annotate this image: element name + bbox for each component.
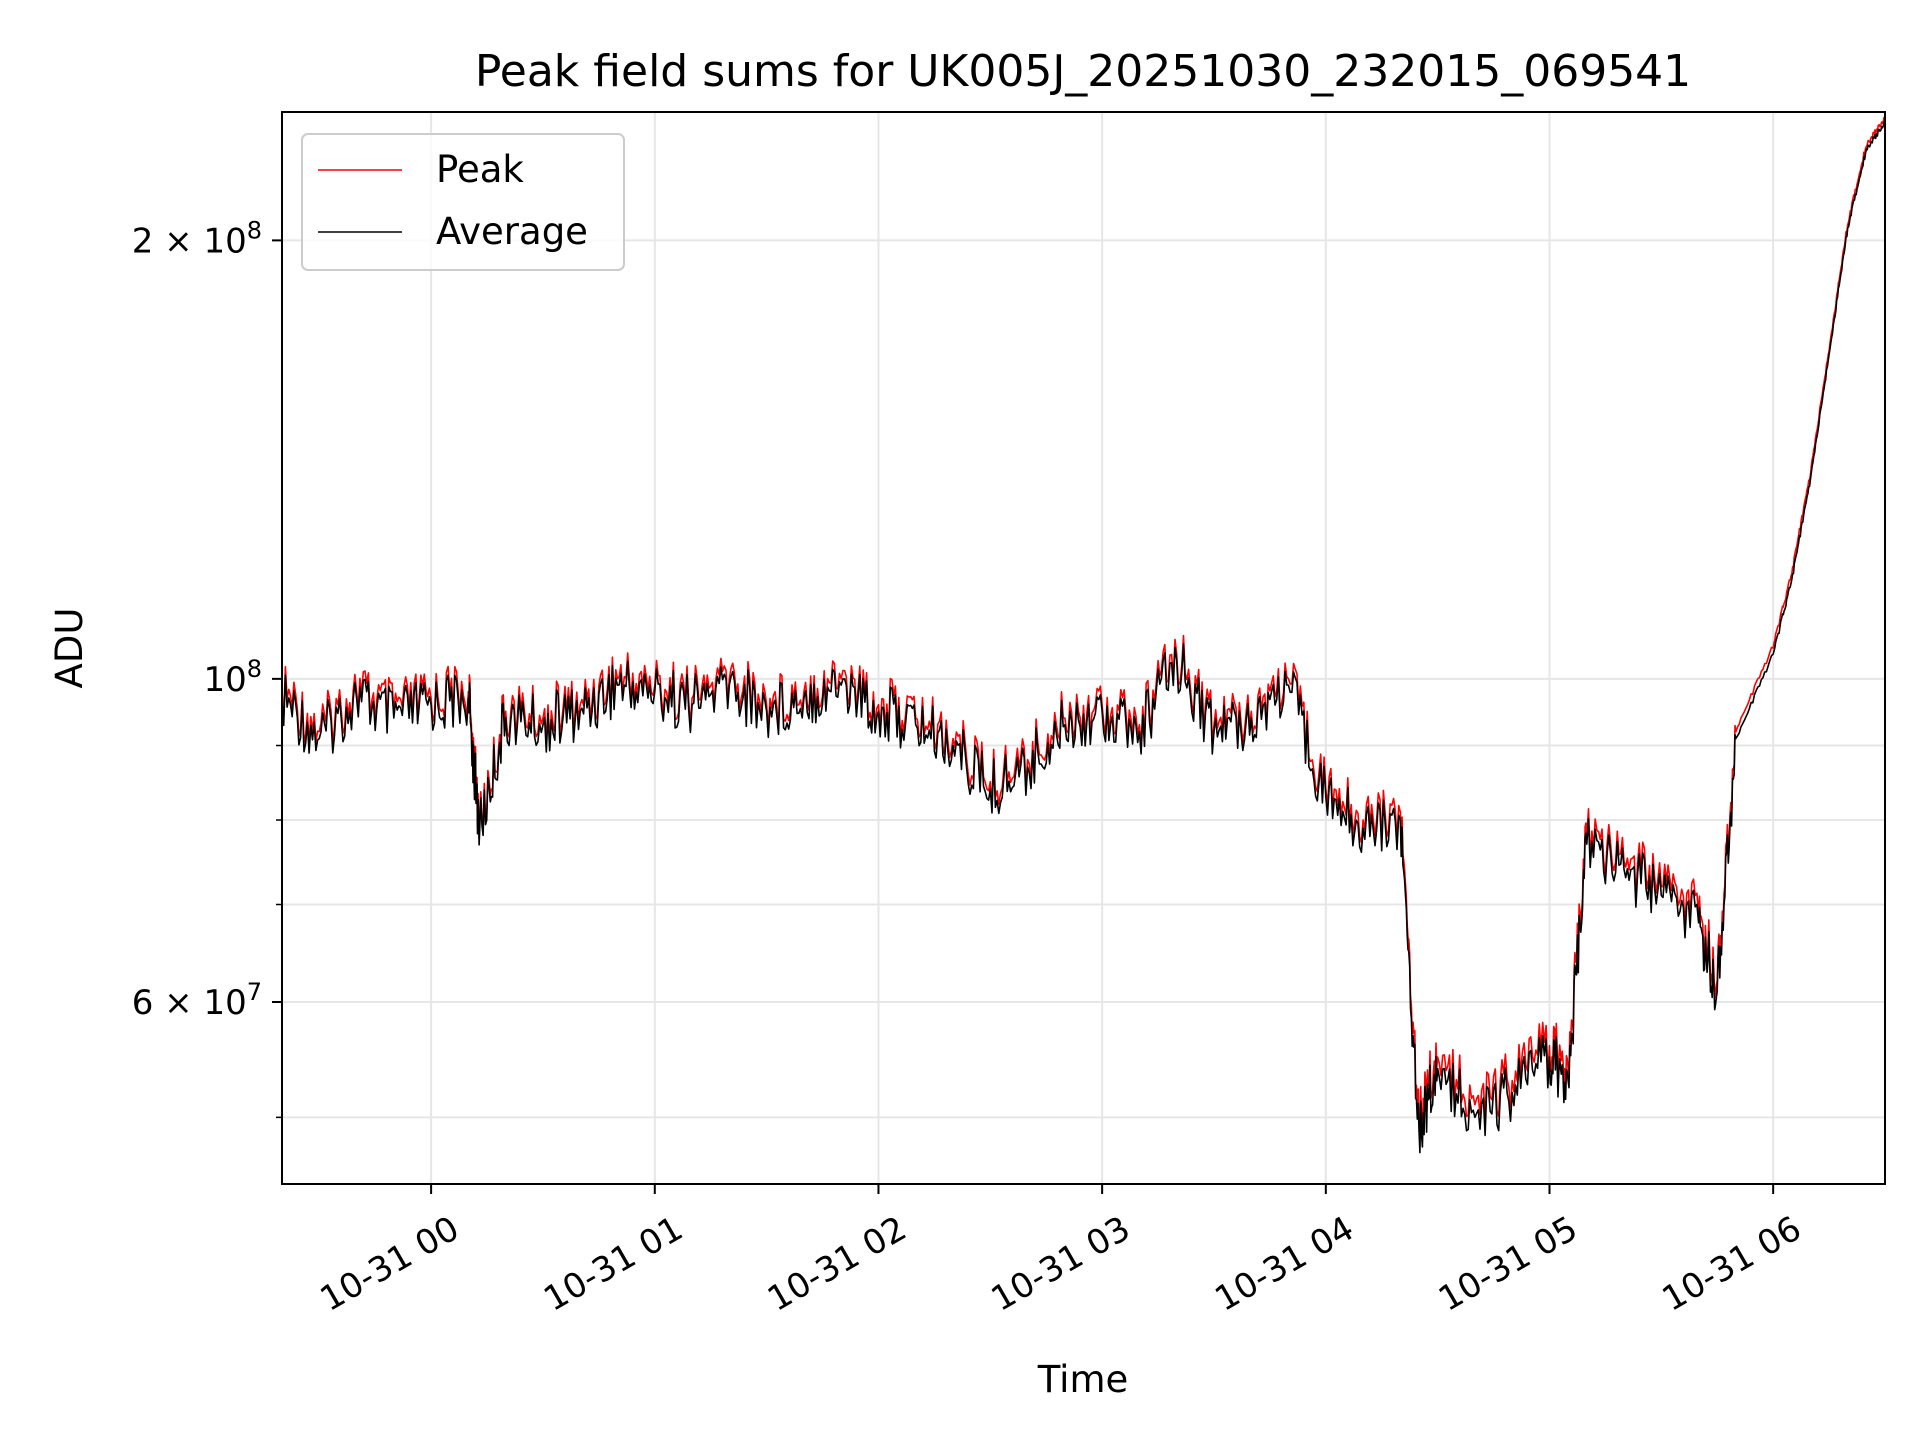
legend: Peak Average xyxy=(301,133,625,271)
y-tick-label: 108 xyxy=(203,655,262,700)
x-axis-label: Time xyxy=(1037,1358,1129,1401)
y-axis: 6 × 107 108 2 × 108 xyxy=(132,216,282,1119)
series-line-average xyxy=(281,121,1886,1154)
plot-frame xyxy=(281,111,1886,1185)
y-axis-label: ADU xyxy=(48,608,91,689)
legend-box xyxy=(301,133,625,271)
series-layer xyxy=(281,116,1886,1154)
y-tick-label: 6 × 107 xyxy=(132,978,262,1023)
legend-average-label: Average xyxy=(436,210,588,253)
chart-title: Peak field sums for UK005J_20251030_2320… xyxy=(475,46,1691,97)
grid xyxy=(282,112,1885,1184)
legend-peak-label: Peak xyxy=(436,148,524,191)
y-tick-label: 2 × 108 xyxy=(132,216,262,261)
